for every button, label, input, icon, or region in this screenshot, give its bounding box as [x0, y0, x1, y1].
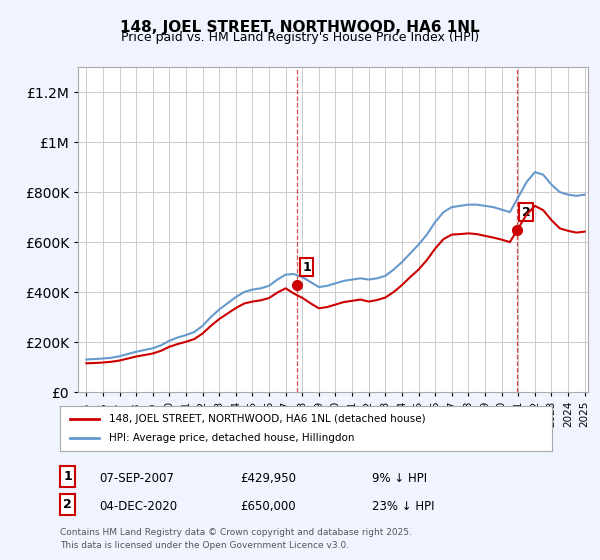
Text: HPI: Average price, detached house, Hillingdon: HPI: Average price, detached house, Hill… [109, 433, 355, 444]
Text: 04-DEC-2020: 04-DEC-2020 [99, 500, 177, 514]
Text: 148, JOEL STREET, NORTHWOOD, HA6 1NL (detached house): 148, JOEL STREET, NORTHWOOD, HA6 1NL (de… [109, 413, 426, 423]
Text: 148, JOEL STREET, NORTHWOOD, HA6 1NL: 148, JOEL STREET, NORTHWOOD, HA6 1NL [120, 20, 480, 35]
Text: 9% ↓ HPI: 9% ↓ HPI [372, 472, 427, 486]
Text: £650,000: £650,000 [240, 500, 296, 514]
Text: 2: 2 [522, 206, 530, 219]
Text: 23% ↓ HPI: 23% ↓ HPI [372, 500, 434, 514]
Text: 2: 2 [63, 498, 72, 511]
Text: Contains HM Land Registry data © Crown copyright and database right 2025.
This d: Contains HM Land Registry data © Crown c… [60, 529, 412, 550]
Text: 07-SEP-2007: 07-SEP-2007 [99, 472, 174, 486]
Text: 1: 1 [63, 470, 72, 483]
Text: £429,950: £429,950 [240, 472, 296, 486]
Text: 1: 1 [302, 261, 311, 274]
Text: Price paid vs. HM Land Registry's House Price Index (HPI): Price paid vs. HM Land Registry's House … [121, 31, 479, 44]
